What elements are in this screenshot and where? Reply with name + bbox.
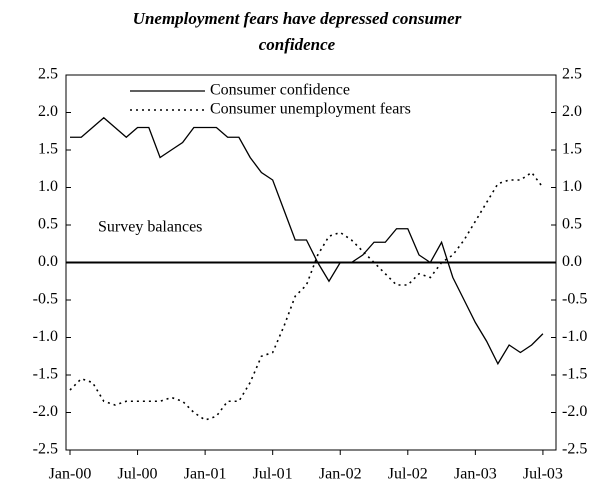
- x-tick-label: Jan-00: [49, 466, 92, 483]
- x-tick-label: Jul-03: [523, 466, 563, 483]
- x-tick-label: Jan-03: [454, 466, 497, 483]
- annotation: Survey balances: [98, 219, 202, 236]
- y-tick-label: -0.5: [33, 291, 58, 308]
- y2-tick-label: 2.0: [562, 103, 582, 120]
- y2-tick-label: 2.5: [562, 66, 582, 83]
- y2-tick-label: -0.5: [562, 291, 587, 308]
- x-tick-label: Jul-01: [253, 466, 293, 483]
- y2-tick-label: 0.5: [562, 216, 582, 233]
- y-tick-label: -2.0: [33, 403, 58, 420]
- y2-tick-label: 1.0: [562, 178, 582, 195]
- y-tick-label: 2.0: [38, 103, 58, 120]
- y2-tick-label: -1.5: [562, 366, 587, 383]
- x-tick-label: Jan-01: [184, 466, 227, 483]
- series-line: [70, 116, 544, 366]
- x-tick-label: Jan-02: [319, 466, 362, 483]
- y-tick-label: -1.5: [33, 366, 58, 383]
- x-tick-label: Jul-00: [118, 466, 158, 483]
- y2-tick-label: -2.5: [562, 441, 587, 458]
- y-tick-label: 0.5: [38, 216, 58, 233]
- series-line: [69, 171, 544, 421]
- y-tick-label: 1.0: [38, 178, 58, 195]
- y-tick-label: 0.0: [38, 253, 58, 270]
- y2-tick-label: -2.0: [562, 403, 587, 420]
- y-tick-label: 1.5: [38, 141, 58, 158]
- y2-tick-label: -1.0: [562, 328, 587, 345]
- legend-label: Consumer confidence: [210, 82, 350, 99]
- x-tick-label: Jul-02: [388, 466, 428, 483]
- y2-tick-label: 0.0: [562, 253, 582, 270]
- y-tick-label: -2.5: [33, 441, 58, 458]
- y-tick-label: -1.0: [33, 328, 58, 345]
- y2-tick-label: 1.5: [562, 141, 582, 158]
- legend-label: Consumer unemployment fears: [210, 101, 411, 118]
- y-tick-label: 2.5: [38, 66, 58, 83]
- chart-title: Unemployment fears have depressed consum…: [132, 9, 462, 54]
